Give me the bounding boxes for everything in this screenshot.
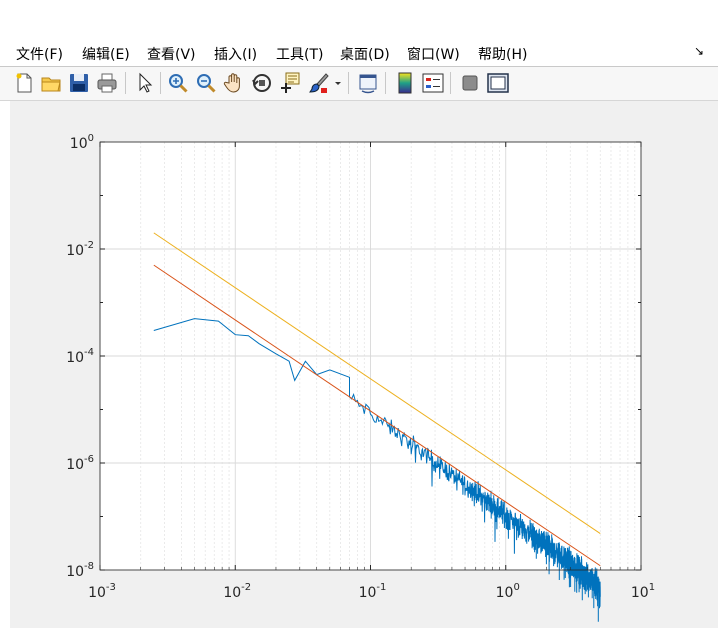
hide-plot-tools-icon[interactable]	[458, 71, 482, 95]
toolbar-separator	[160, 72, 161, 94]
dock-arrow-icon[interactable]: ↘	[693, 44, 704, 58]
figure-toolbar	[0, 67, 718, 101]
legend-icon[interactable]	[421, 71, 445, 95]
menu-desktop[interactable]: 桌面(D)	[340, 47, 390, 63]
y-tick-label: 100	[70, 133, 94, 152]
show-plot-tools-icon[interactable]	[486, 71, 510, 95]
open-file-icon[interactable]	[39, 71, 63, 95]
figure-canvas: 10-3 10-2 10-1 100 101 100 10-2 10-4 10-6 10-8	[10, 101, 718, 628]
brush-dropdown-icon[interactable]	[333, 71, 343, 95]
spectrum-series	[153, 318, 601, 622]
menu-edit[interactable]: 编辑(E)	[82, 47, 130, 63]
menu-insert[interactable]: 插入(I)	[214, 47, 258, 63]
menu-tools[interactable]: 工具(T)	[276, 47, 324, 63]
fit-line-1	[153, 264, 601, 567]
rotate-3d-icon[interactable]	[250, 71, 274, 95]
toolbar-separator	[125, 72, 126, 94]
pan-hand-icon[interactable]	[222, 71, 246, 95]
brush-icon[interactable]	[306, 71, 330, 95]
zoom-in-icon[interactable]	[166, 71, 190, 95]
x-tick-label: 10-1	[359, 582, 387, 601]
x-tick-label: 101	[631, 582, 655, 601]
link-plot-icon[interactable]	[356, 71, 380, 95]
toolbar-separator	[385, 72, 386, 94]
colorbar-icon[interactable]	[393, 71, 417, 95]
fit-line-2	[153, 232, 601, 534]
y-tick-label: 10-8	[66, 561, 94, 580]
menu-help[interactable]: 帮助(H)	[478, 47, 528, 63]
toolbar-separator	[450, 72, 451, 94]
print-icon[interactable]	[95, 71, 119, 95]
y-tick-label: 10-4	[66, 347, 94, 366]
menu-window[interactable]: 窗口(W)	[407, 47, 460, 63]
new-figure-icon[interactable]	[12, 71, 36, 95]
loglog-plot[interactable]: 10-3 10-2 10-1 100 101 100 10-2 10-4 10-6 10-8	[10, 101, 718, 628]
save-icon[interactable]	[67, 71, 91, 95]
menu-view[interactable]: 查看(V)	[147, 47, 196, 63]
data-cursor-icon[interactable]	[278, 71, 302, 95]
pointer-icon[interactable]	[132, 71, 156, 95]
menu-bar: 文件(F) 编辑(E) 查看(V) 插入(I) 工具(T) 桌面(D) 窗口(W…	[0, 40, 718, 67]
x-tick-label: 10-3	[88, 582, 116, 601]
zoom-out-icon[interactable]	[194, 71, 218, 95]
x-tick-label: 100	[496, 582, 520, 601]
x-tick-label: 10-2	[223, 582, 251, 601]
y-tick-label: 10-2	[66, 240, 94, 259]
y-tick-label: 10-6	[66, 454, 94, 473]
menu-file[interactable]: 文件(F)	[16, 47, 63, 63]
toolbar-separator	[348, 72, 349, 94]
